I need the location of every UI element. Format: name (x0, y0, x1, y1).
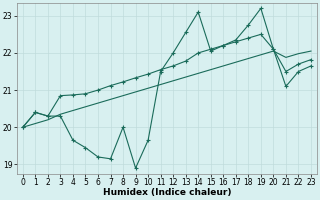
X-axis label: Humidex (Indice chaleur): Humidex (Indice chaleur) (103, 188, 231, 197)
